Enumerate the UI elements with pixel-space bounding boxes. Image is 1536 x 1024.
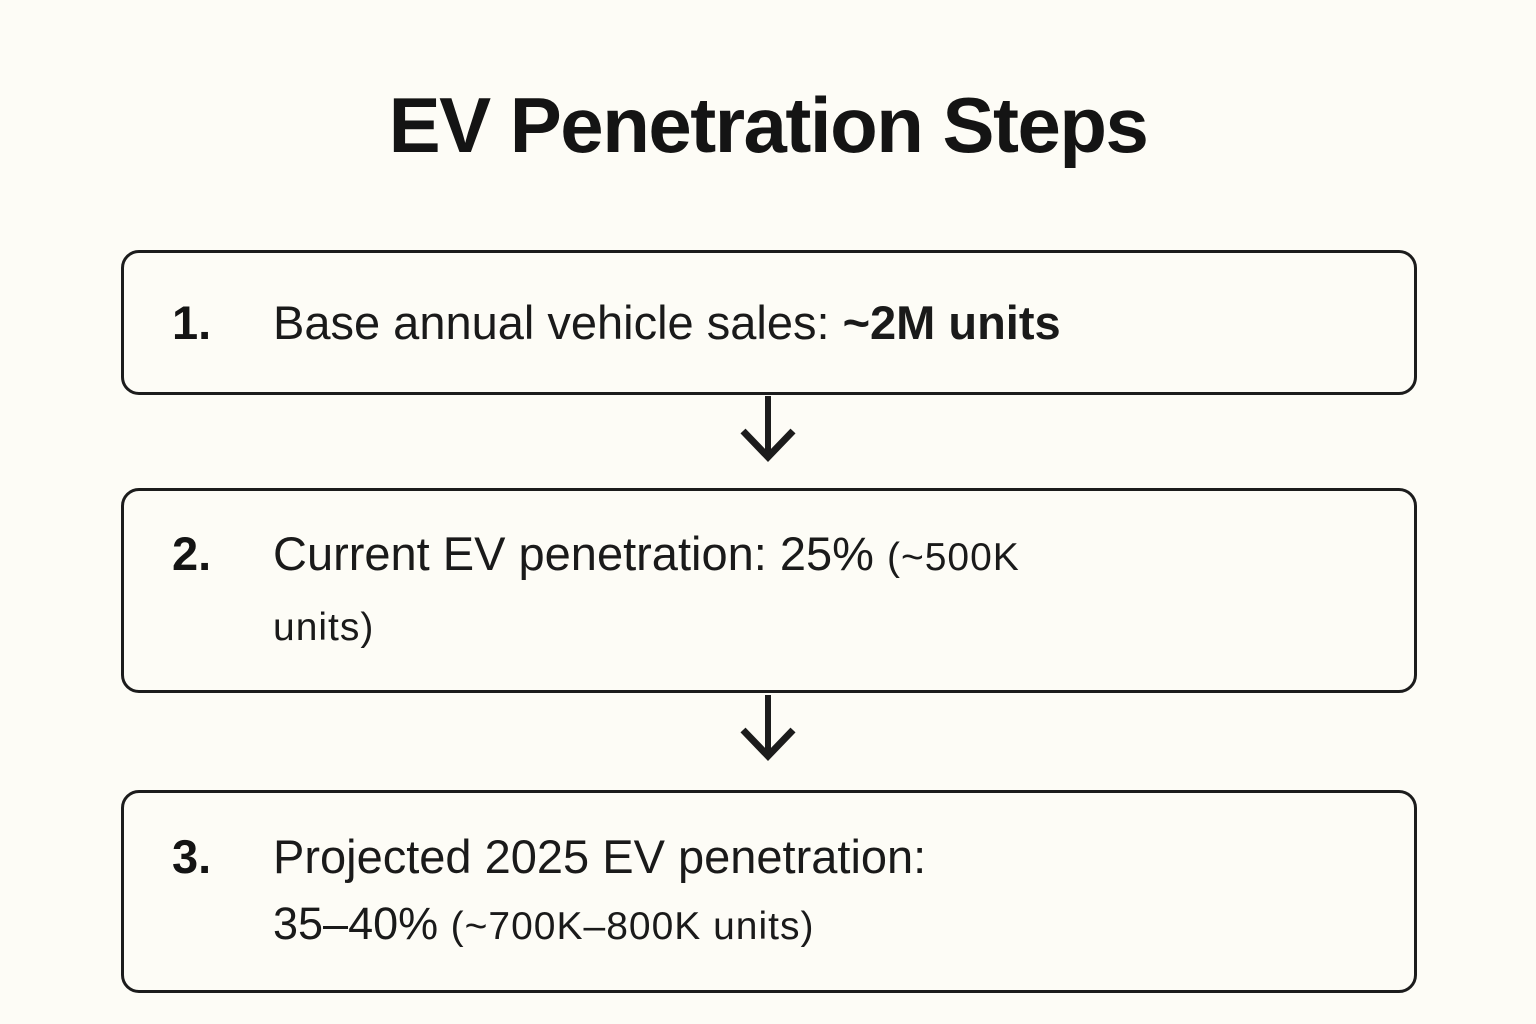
step-number: 1. [172,295,212,349]
step-number: 2. [172,526,212,580]
step-text-segment: Base annual vehicle sales: [273,295,843,349]
step-text: Projected 2025 EV penetration: 35–40% (~7… [273,824,926,960]
step-text: Current EV penetration: 25% (~500K units) [273,521,1020,661]
down-arrow-icon [736,395,800,469]
step-box-1: 1. Base annual vehicle sales: ~2M units [121,250,1417,395]
step-text-segment-parenthetical: (~700K–800K units) [450,904,815,948]
down-arrow-icon [736,694,800,768]
step-text-segment: Projected 2025 EV penetration: [273,829,927,883]
step-text-segment-parenthetical: units) [273,605,375,649]
step-text-segment-emphasis: ~2M units [842,295,1061,349]
step-text-segment: Current EV penetration: 25% [273,526,887,580]
step-text: Base annual vehicle sales: ~2M units [273,290,1061,356]
step-row: 3. Projected 2025 EV penetration: 35–40% … [172,824,926,960]
step-number: 3. [172,829,212,883]
step-row: 2. Current EV penetration: 25% (~500K uni… [172,521,1020,661]
step-box-2: 2. Current EV penetration: 25% (~500K uni… [121,488,1417,693]
step-text-segment-parenthetical: (~500K [886,535,1020,579]
step-box-3: 3. Projected 2025 EV penetration: 35–40% … [121,790,1417,993]
step-row: 1. Base annual vehicle sales: ~2M units [172,290,1061,356]
page-title: EV Penetration Steps [388,81,1149,169]
step-text-segment: 35–40% [273,897,451,949]
